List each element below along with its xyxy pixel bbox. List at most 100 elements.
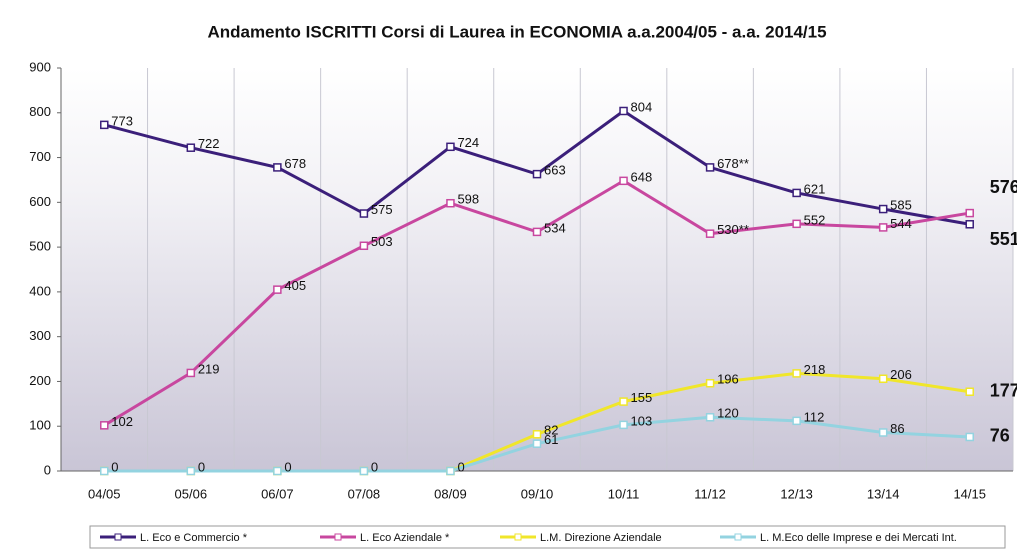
data-label: 61 bbox=[544, 432, 558, 447]
point-marker bbox=[965, 432, 974, 442]
point-marker bbox=[705, 378, 715, 388]
y-tick-label: 800 bbox=[29, 104, 51, 119]
data-label: 722 bbox=[198, 136, 220, 151]
y-tick-label: 600 bbox=[29, 194, 51, 209]
x-tick-label: 06/07 bbox=[261, 486, 294, 501]
point-marker bbox=[359, 241, 369, 251]
point-marker bbox=[532, 430, 542, 439]
data-label: 621 bbox=[804, 181, 826, 196]
data-label: 120 bbox=[717, 406, 739, 421]
point-marker bbox=[792, 188, 801, 198]
data-label: 112 bbox=[804, 409, 825, 424]
data-label: 503 bbox=[371, 234, 393, 249]
data-label: 576 bbox=[990, 177, 1017, 197]
point-marker bbox=[446, 466, 455, 476]
data-label: 648 bbox=[631, 169, 653, 184]
point-marker bbox=[619, 106, 628, 116]
point-marker bbox=[532, 169, 542, 179]
y-tick-label: 300 bbox=[29, 328, 51, 343]
data-label: 218 bbox=[804, 362, 826, 377]
point-marker bbox=[878, 374, 888, 384]
point-marker bbox=[878, 204, 888, 214]
point-marker bbox=[532, 227, 542, 237]
point-marker bbox=[619, 397, 628, 406]
y-tick-label: 500 bbox=[29, 239, 51, 254]
data-label: 663 bbox=[544, 163, 566, 178]
x-tick-label: 05/06 bbox=[175, 486, 208, 501]
x-tick-label: 10/11 bbox=[608, 486, 640, 501]
x-tick-label: 07/08 bbox=[348, 486, 381, 501]
data-label: 82 bbox=[544, 423, 558, 438]
point-marker bbox=[100, 120, 109, 130]
legend-marker bbox=[734, 533, 742, 541]
point-marker bbox=[792, 416, 801, 426]
point-marker bbox=[965, 208, 974, 218]
data-label: 551 bbox=[990, 229, 1017, 249]
legend-marker bbox=[114, 533, 122, 541]
point-marker bbox=[965, 387, 974, 396]
data-label: 678 bbox=[284, 156, 306, 171]
data-label: 0 bbox=[371, 459, 378, 474]
point-marker bbox=[100, 421, 109, 430]
point-marker bbox=[359, 466, 369, 476]
point-marker bbox=[446, 198, 455, 208]
y-tick-label: 400 bbox=[29, 283, 51, 298]
point-marker bbox=[273, 466, 282, 476]
data-label: 0 bbox=[284, 459, 291, 474]
point-marker bbox=[792, 219, 801, 229]
legend-marker bbox=[514, 533, 522, 541]
data-label: 585 bbox=[890, 197, 912, 212]
y-tick-label: 700 bbox=[29, 149, 51, 164]
chart-title: Andamento ISCRITTI Corsi di Laurea in EC… bbox=[207, 22, 826, 41]
point-marker bbox=[619, 176, 628, 186]
point-marker bbox=[446, 142, 455, 152]
x-tick-label: 09/10 bbox=[521, 486, 554, 501]
legend-label: L. Eco e Commercio * bbox=[140, 532, 248, 544]
data-label: 206 bbox=[890, 367, 912, 382]
data-label: 552 bbox=[804, 212, 826, 227]
data-label: 598 bbox=[457, 192, 479, 207]
data-label: 544 bbox=[890, 216, 912, 231]
data-label: 219 bbox=[198, 361, 220, 376]
point-marker bbox=[186, 143, 196, 152]
legend bbox=[89, 525, 1006, 549]
legend-marker bbox=[334, 533, 342, 541]
point-marker bbox=[273, 163, 282, 172]
data-label: 103 bbox=[631, 413, 653, 428]
x-tick-label: 04/05 bbox=[88, 486, 121, 501]
data-label: 0 bbox=[198, 459, 205, 474]
y-tick-label: 100 bbox=[29, 418, 51, 433]
data-label: 575 bbox=[371, 202, 393, 217]
data-label: 773 bbox=[111, 113, 133, 128]
point-marker bbox=[878, 223, 888, 232]
legend-label: L.M. Direzione Aziendale bbox=[540, 532, 662, 544]
point-marker bbox=[359, 209, 369, 218]
data-label: 76 bbox=[990, 426, 1010, 446]
point-marker bbox=[705, 163, 715, 172]
data-label: 530** bbox=[717, 222, 749, 237]
point-marker bbox=[186, 368, 196, 378]
data-label: 102 bbox=[111, 414, 133, 429]
legend-label: L. M.Eco delle Imprese e dei Mercati Int… bbox=[760, 532, 957, 544]
x-tick-label: 14/15 bbox=[953, 486, 986, 501]
point-marker bbox=[705, 229, 715, 238]
data-label: 86 bbox=[890, 421, 904, 436]
data-label: 804 bbox=[631, 99, 653, 114]
x-tick-label: 13/14 bbox=[867, 486, 900, 501]
point-marker bbox=[532, 439, 542, 448]
data-label: 534 bbox=[544, 220, 566, 235]
data-label: 724 bbox=[457, 135, 479, 150]
data-label: 0 bbox=[111, 459, 118, 474]
data-label: 155 bbox=[631, 390, 653, 405]
legend-label: L. Eco Aziendale * bbox=[360, 532, 450, 544]
data-label: 678** bbox=[717, 156, 749, 171]
data-label: 177 bbox=[990, 380, 1017, 400]
point-marker bbox=[705, 413, 715, 422]
data-label: 405 bbox=[284, 278, 306, 293]
y-tick-label: 200 bbox=[29, 373, 51, 388]
x-tick-label: 08/09 bbox=[434, 486, 467, 501]
point-marker bbox=[619, 420, 628, 430]
x-tick-label: 12/13 bbox=[780, 486, 813, 501]
point-marker bbox=[100, 466, 109, 476]
